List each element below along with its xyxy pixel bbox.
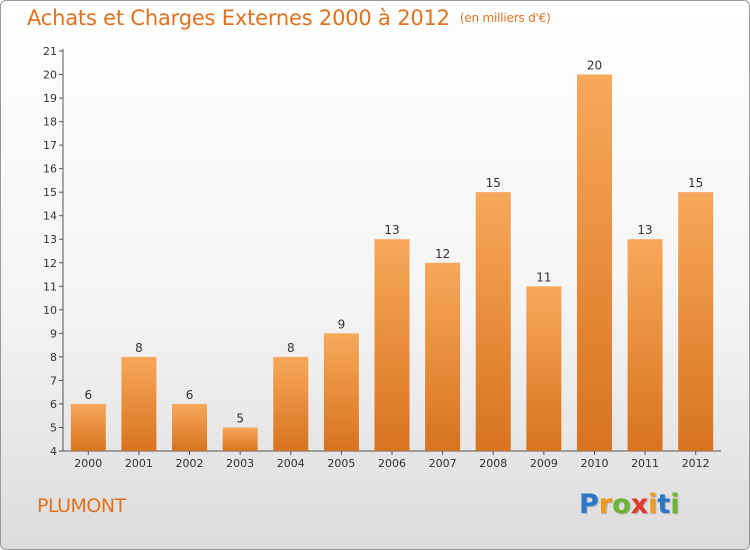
bar (273, 356, 309, 451)
y-tick-label: 10 (43, 304, 57, 317)
chart-title: Achats et Charges Externes 2000 à 2012 (e… (27, 6, 551, 30)
bar (627, 239, 663, 451)
y-tick-label: 17 (43, 139, 57, 152)
y-tick-label: 13 (43, 233, 57, 246)
bar-value-label: 13 (637, 223, 652, 237)
y-tick-label: 7 (50, 374, 57, 387)
y-tick-label: 5 (50, 421, 57, 434)
bar (121, 356, 157, 451)
logo-letter: o (612, 489, 631, 520)
proxiti-logo: Proxiti (579, 489, 680, 520)
x-tick-label: 2002 (176, 457, 204, 470)
bar (425, 262, 461, 451)
logo-letter: i (670, 489, 680, 520)
bar (374, 239, 410, 451)
chart-unit-label: (en milliers d'€) (459, 11, 551, 25)
logo-letter: i (648, 489, 658, 520)
bar-value-label: 12 (435, 247, 450, 261)
y-tick-label: 9 (50, 327, 57, 340)
chart-title-text: Achats et Charges Externes 2000 à 2012 (27, 6, 450, 30)
y-tick-label: 20 (43, 69, 57, 82)
bar-value-label: 11 (536, 270, 551, 284)
location-name: PLUMONT (37, 495, 126, 517)
y-tick-label: 11 (43, 280, 57, 293)
y-tick-label: 8 (50, 351, 57, 364)
bar (475, 192, 511, 452)
x-tick-label: 2008 (479, 457, 507, 470)
x-tick-label: 2012 (682, 457, 710, 470)
y-tick-label: 4 (50, 445, 57, 458)
bar (576, 74, 612, 451)
bar-value-label: 15 (486, 176, 501, 190)
y-tick-label: 12 (43, 257, 57, 270)
y-tick-label: 18 (43, 116, 57, 129)
y-tick-label: 6 (50, 398, 57, 411)
bar-value-label: 8 (135, 341, 143, 355)
bar-value-label: 20 (587, 59, 602, 73)
y-tick-label: 21 (43, 45, 57, 58)
x-tick-label: 2006 (378, 457, 406, 470)
x-tick-label: 2001 (125, 457, 153, 470)
bar-value-label: 15 (688, 176, 703, 190)
x-tick-label: 2000 (74, 457, 102, 470)
logo-letter: x (630, 489, 649, 520)
bar-value-label: 6 (186, 388, 194, 402)
y-tick-label: 15 (43, 186, 57, 199)
x-tick-label: 2005 (327, 457, 355, 470)
x-tick-label: 2007 (429, 457, 457, 470)
y-tick-label: 14 (43, 210, 57, 223)
logo-letter: P (579, 489, 599, 520)
x-tick-label: 2011 (631, 457, 659, 470)
logo-letter: t (657, 489, 671, 520)
bar-value-label: 6 (84, 388, 92, 402)
x-tick-label: 2010 (580, 457, 608, 470)
bar (172, 403, 208, 451)
bar-value-label: 9 (338, 317, 346, 331)
x-tick-label: 2003 (226, 457, 254, 470)
bar (70, 403, 106, 451)
bar (323, 333, 359, 451)
bar-value-label: 13 (384, 223, 399, 237)
bar (526, 286, 562, 451)
bar-value-label: 5 (236, 411, 244, 425)
bar (678, 192, 714, 452)
bar (222, 427, 258, 451)
y-tick-label: 19 (43, 92, 57, 105)
bar-value-label: 8 (287, 341, 295, 355)
y-tick-label: 16 (43, 163, 57, 176)
x-tick-label: 2004 (277, 457, 305, 470)
x-tick-label: 2009 (530, 457, 558, 470)
logo-letter: r (598, 489, 613, 520)
